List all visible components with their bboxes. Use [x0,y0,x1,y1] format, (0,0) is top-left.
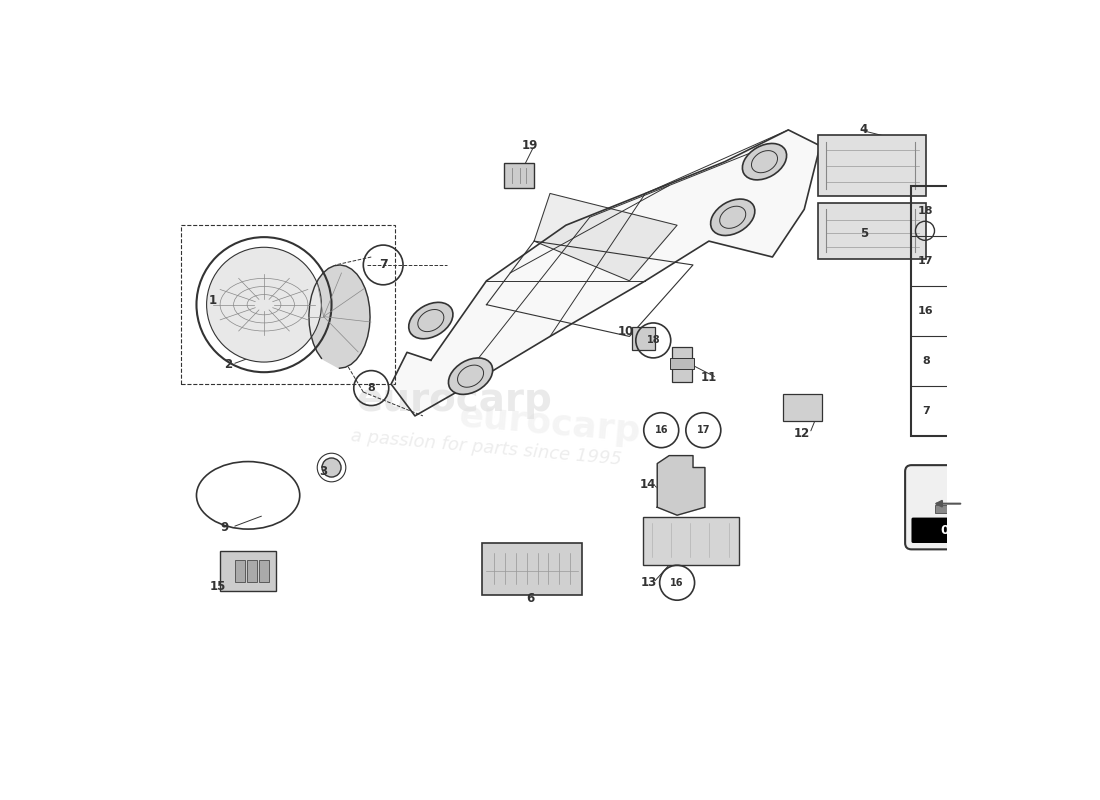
Text: 16: 16 [670,578,684,588]
Ellipse shape [409,302,453,338]
Text: 3: 3 [319,465,328,478]
Text: 11: 11 [701,371,717,384]
FancyBboxPatch shape [483,543,582,594]
Ellipse shape [711,199,755,235]
Circle shape [959,339,978,358]
Text: 7: 7 [378,258,387,271]
FancyBboxPatch shape [912,518,1019,543]
Text: 10: 10 [617,325,634,338]
Text: 16: 16 [654,425,668,435]
FancyBboxPatch shape [905,465,1025,550]
FancyBboxPatch shape [783,394,822,422]
Polygon shape [658,456,705,515]
Text: 2: 2 [224,358,232,370]
FancyBboxPatch shape [642,517,739,566]
Ellipse shape [449,358,493,394]
Circle shape [322,458,341,477]
FancyBboxPatch shape [504,163,535,188]
Polygon shape [535,194,678,281]
Polygon shape [309,265,370,368]
FancyBboxPatch shape [817,135,926,196]
Text: 4: 4 [860,123,868,136]
FancyBboxPatch shape [260,561,268,582]
Text: 7: 7 [922,406,930,416]
FancyBboxPatch shape [935,506,957,514]
Text: 8: 8 [367,383,375,393]
FancyBboxPatch shape [670,358,694,369]
FancyBboxPatch shape [248,561,257,582]
Text: 12: 12 [794,427,810,440]
Circle shape [207,247,321,362]
Text: 18: 18 [647,335,660,346]
Text: a passion for parts since 1995: a passion for parts since 1995 [350,427,623,469]
Text: 035 01: 035 01 [942,524,989,537]
FancyBboxPatch shape [817,203,926,259]
FancyBboxPatch shape [235,561,245,582]
Text: 14: 14 [639,478,656,490]
Circle shape [955,296,983,325]
Text: 18: 18 [918,206,934,215]
Circle shape [959,239,978,258]
Polygon shape [392,130,821,416]
Text: 19: 19 [522,139,538,152]
Text: 13: 13 [641,576,658,590]
FancyBboxPatch shape [671,346,692,382]
Text: eurocarp: eurocarp [458,399,642,449]
Text: eurocarp: eurocarp [356,381,552,419]
FancyBboxPatch shape [631,327,654,350]
Text: 9: 9 [220,521,229,534]
Text: 8: 8 [922,356,930,366]
Text: 17: 17 [696,425,711,435]
Circle shape [955,196,983,225]
Text: 1: 1 [208,294,217,307]
FancyBboxPatch shape [220,551,276,590]
Ellipse shape [742,143,786,180]
Text: 17: 17 [918,255,934,266]
Circle shape [959,390,978,408]
Text: 16: 16 [918,306,934,316]
Text: 15: 15 [210,580,227,593]
Text: 6: 6 [526,592,535,605]
Text: 5: 5 [860,226,868,240]
